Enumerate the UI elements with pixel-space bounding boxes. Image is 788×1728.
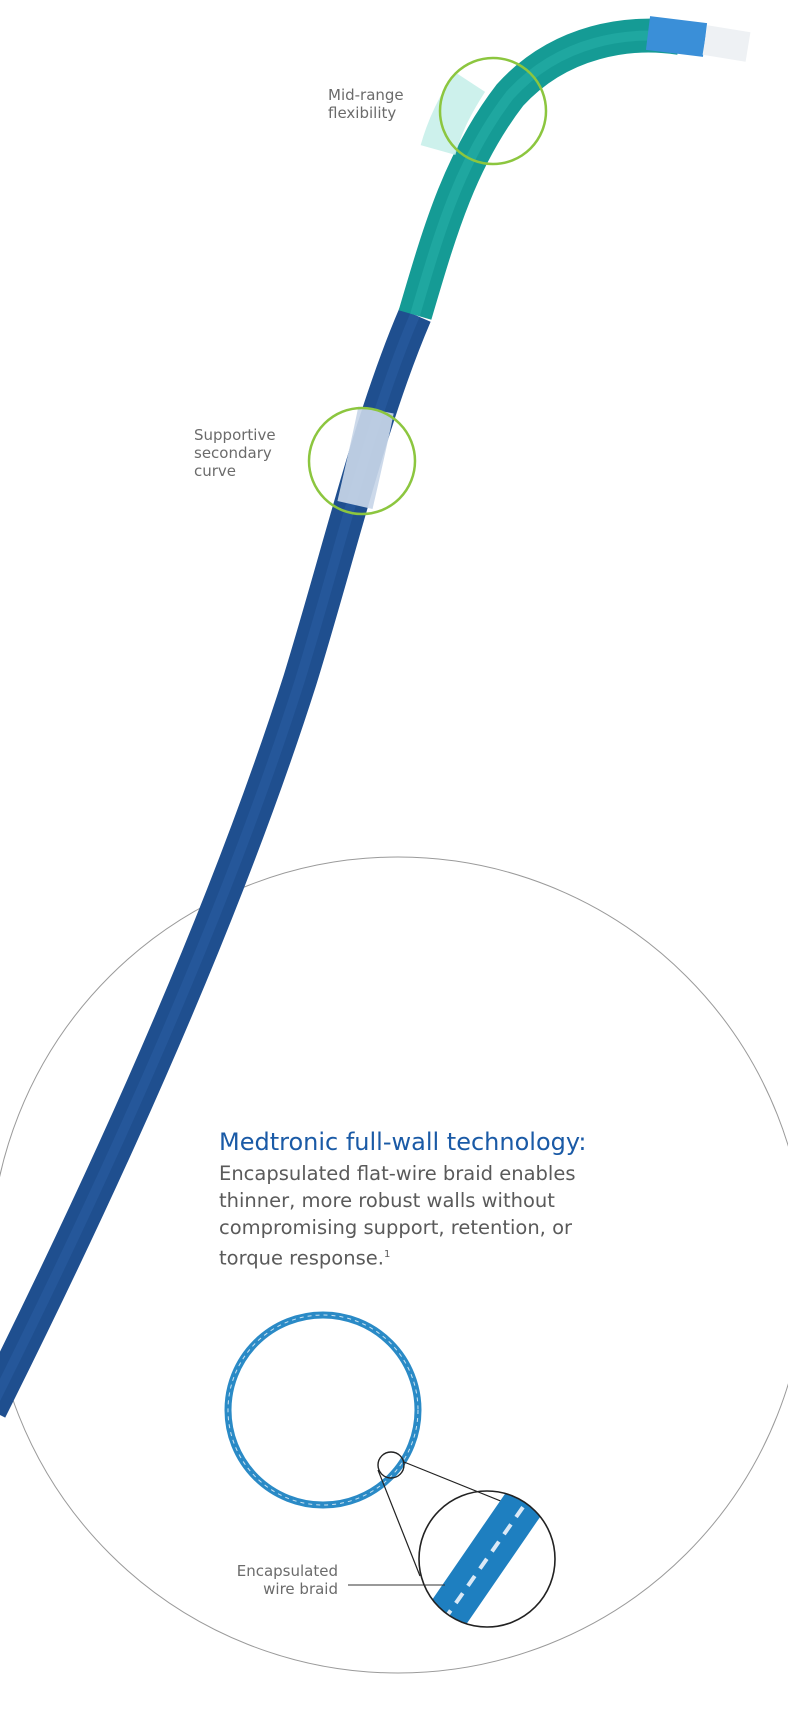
supportive-highlight bbox=[337, 406, 394, 510]
technology-body-text: Encapsulated flat-wire braid enables thi… bbox=[219, 1162, 576, 1270]
mid-range-ring bbox=[438, 56, 548, 166]
supportive-ring bbox=[307, 406, 417, 516]
technology-heading: Medtronic full-wall technology: bbox=[219, 1128, 587, 1156]
technology-description: Encapsulated flat-wire braid enables thi… bbox=[219, 1160, 619, 1272]
mid-range-flexibility-label: Mid-range flexibility bbox=[328, 86, 404, 122]
catheter-marker-band bbox=[645, 16, 708, 57]
zoom-lens bbox=[418, 1490, 556, 1628]
detail-background-circle bbox=[0, 856, 788, 1674]
encapsulated-wire-braid-label: Encapsulated wire braid bbox=[236, 1562, 338, 1598]
magnify-indicator bbox=[377, 1451, 405, 1479]
supportive-secondary-curve-label: Supportive secondary curve bbox=[194, 426, 276, 480]
cross-section-ring bbox=[224, 1311, 422, 1509]
footnote-marker: 1 bbox=[383, 1249, 391, 1260]
mid-range-highlight bbox=[420, 72, 486, 156]
catheter-tip-teal bbox=[398, 18, 683, 320]
braid-wire bbox=[428, 1491, 537, 1627]
catheter-tip-end bbox=[702, 25, 751, 62]
